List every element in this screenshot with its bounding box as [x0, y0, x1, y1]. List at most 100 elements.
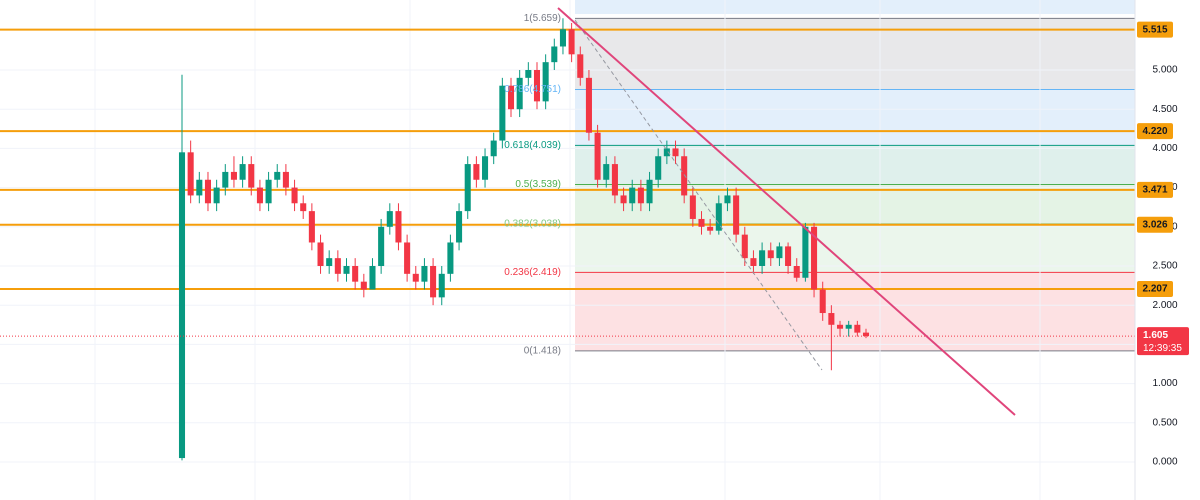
candle-body	[507, 85, 515, 110]
level-label: 4.220	[1142, 126, 1167, 137]
candle-body	[559, 29, 566, 47]
candle-body	[386, 211, 393, 227]
candle-body	[637, 187, 644, 204]
candle-body	[845, 324, 852, 329]
fib-label: 0.786(4.751)	[504, 84, 561, 95]
candle-body	[222, 171, 229, 188]
trend-line	[557, 7, 1016, 416]
candle-body	[438, 273, 445, 298]
fib-zone	[575, 89, 1135, 146]
candle-body	[464, 164, 471, 212]
candle-body	[663, 148, 670, 157]
candle-body	[785, 246, 792, 266]
candle-body	[767, 250, 774, 259]
candle-body	[533, 70, 541, 102]
last-price-label: 1.605	[1143, 330, 1168, 341]
candle-body	[430, 265, 437, 298]
candle-body	[629, 187, 636, 204]
level-label: 3.471	[1142, 185, 1167, 196]
candle-body	[378, 226, 385, 266]
level-label: 3.026	[1142, 219, 1167, 230]
candle-body	[308, 211, 315, 243]
candle-body	[248, 164, 255, 188]
candle-body	[230, 171, 237, 180]
fib-extension	[575, 0, 1135, 14]
candle-body	[317, 242, 324, 266]
candle-body	[334, 258, 341, 274]
candle-body	[352, 265, 359, 282]
level-label-box	[1137, 21, 1173, 38]
candle-body	[551, 46, 558, 63]
fib-label: 0(1.418)	[524, 345, 561, 356]
candle-body	[836, 324, 844, 329]
candle-body	[568, 29, 575, 55]
candle-body	[672, 148, 679, 157]
candle-body	[854, 324, 861, 333]
candle-body	[750, 258, 757, 266]
fib-label: 0.618(4.039)	[504, 140, 561, 151]
candle-body	[525, 70, 532, 78]
candle-body	[473, 164, 480, 180]
last-price-box	[1137, 327, 1189, 356]
candle-body	[603, 164, 610, 180]
candle-body	[811, 226, 818, 290]
candle-body	[741, 234, 748, 259]
candle-body	[819, 289, 826, 314]
fib-label: 0.382(3.038)	[504, 218, 561, 229]
candle-body	[274, 171, 281, 180]
candle-body	[646, 179, 653, 204]
candle-body	[828, 313, 835, 325]
candle-body	[655, 156, 662, 180]
candle-body	[421, 265, 428, 282]
candle-body	[611, 164, 618, 196]
fib-zone	[575, 223, 1135, 273]
marks	[0, 18, 1135, 461]
candle-body	[204, 179, 212, 204]
fib-zone	[575, 272, 1135, 351]
candle-body	[265, 179, 272, 204]
level-label: 5.515	[1142, 24, 1167, 35]
candle-body	[594, 132, 601, 180]
candle-body	[412, 273, 419, 282]
candle-body	[300, 203, 307, 212]
candle-body	[360, 281, 367, 290]
countdown-label: 12:39:35	[1143, 343, 1182, 354]
candle-body	[213, 187, 220, 204]
level-label-box	[1137, 280, 1173, 297]
y-tick-label: 2.500	[1152, 261, 1177, 272]
background-layer	[575, 0, 1135, 352]
candle-body	[395, 211, 402, 243]
candle-body	[326, 258, 333, 266]
level-label-box	[1137, 216, 1173, 233]
y-tick-label: 4.000	[1152, 143, 1177, 154]
candle-body	[715, 203, 722, 231]
candle-body	[196, 179, 203, 196]
candle-body	[499, 85, 506, 141]
candle-body	[404, 242, 411, 274]
candle-body	[282, 171, 289, 188]
candle-body	[291, 187, 298, 204]
y-tick-label: 1.000	[1152, 378, 1177, 389]
y-tick-label: 0.000	[1152, 457, 1177, 468]
candle-body	[239, 164, 246, 180]
candle-body	[369, 265, 376, 290]
labels: 0.0000.5001.0001.5002.0002.5003.0003.500…	[504, 13, 1189, 468]
candle-body	[724, 195, 731, 204]
candle-body	[698, 218, 705, 227]
candle-body	[793, 265, 800, 278]
y-tick-label: 2.000	[1152, 300, 1177, 311]
y-tick-label: 5.000	[1152, 65, 1177, 76]
level-label: 2.207	[1142, 284, 1167, 295]
fib-trend-line	[574, 19, 823, 371]
fib-zone	[575, 184, 1135, 224]
candle-body	[447, 242, 454, 274]
candle-body	[681, 156, 688, 196]
candle-body	[343, 265, 350, 274]
candle-body	[490, 140, 497, 157]
candle-body	[577, 54, 584, 78]
candle-body	[802, 226, 809, 278]
candle-body	[178, 152, 186, 459]
candle-body	[862, 332, 870, 337]
candle-body	[482, 156, 489, 180]
candle-body	[620, 195, 627, 204]
